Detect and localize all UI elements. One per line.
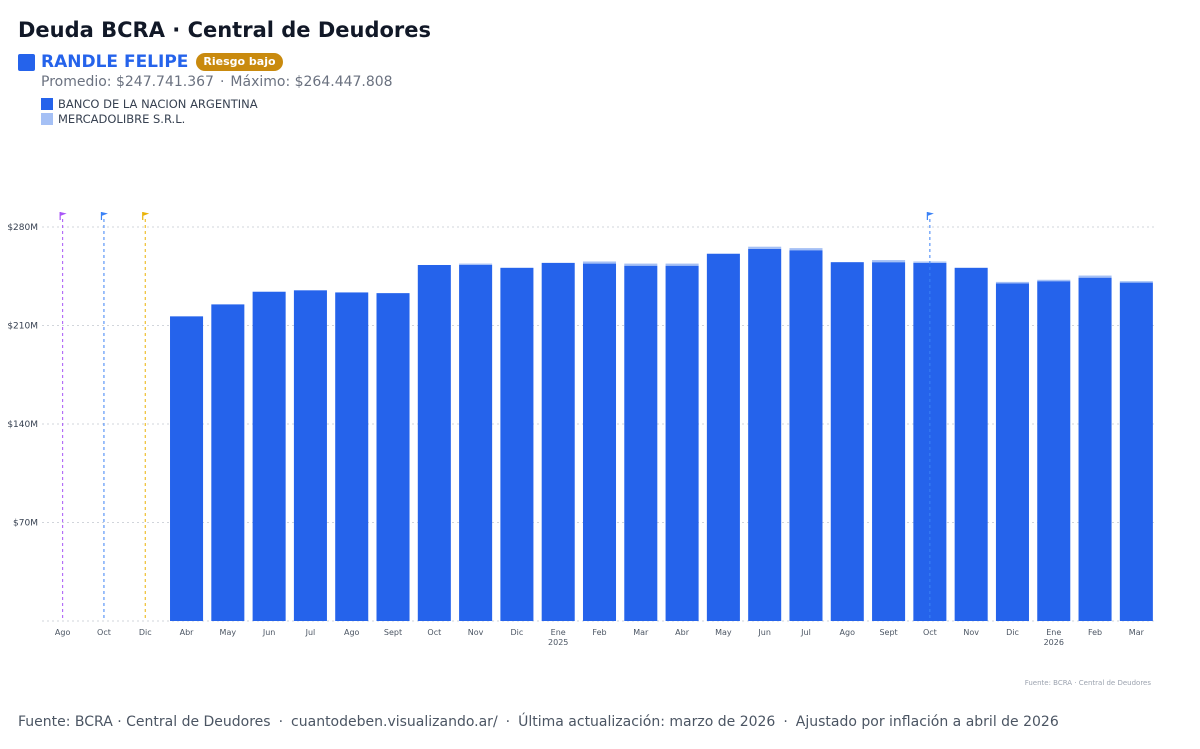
legend-label: MERCADOLIBRE S.R.L.	[58, 111, 186, 126]
flag-icon	[142, 212, 150, 216]
bar-segment	[541, 262, 575, 621]
x-tick-label: Oct	[427, 628, 441, 637]
y-tick-label: $280M	[7, 223, 38, 233]
footer-site-link[interactable]: cuantodeben.visualizando.ar/	[291, 714, 498, 730]
page-title: Deuda BCRA · Central de Deudores	[18, 18, 432, 42]
x-tick-label: Ago	[344, 628, 360, 637]
entity-color-swatch	[18, 53, 35, 71]
bar-segment	[170, 316, 204, 621]
legend-swatch	[41, 97, 53, 110]
stat-separator: ·	[219, 74, 225, 90]
x-tick-label: Jun	[262, 628, 276, 637]
chart-source-note: Fuente: BCRA · Central de Deudores	[1025, 679, 1152, 687]
bar-segment	[211, 304, 245, 621]
footer-updated: Última actualización: marzo de 2026	[518, 714, 776, 730]
footer-adjusted: Ajustado por inflación a abril de 2026	[795, 714, 1059, 730]
bar-segment	[872, 262, 906, 621]
x-tick-label: Dic	[139, 628, 152, 637]
y-tick-label: $210M	[7, 322, 38, 332]
bar-segment	[1037, 279, 1071, 282]
x-tick-label: Abr	[180, 628, 195, 637]
footer-separator: ·	[278, 714, 284, 730]
bar-segment	[293, 290, 327, 621]
x-tick-label: Mar	[633, 628, 649, 637]
average-stat: Promedio: $247.741.367	[41, 74, 214, 90]
page-footer: Fuente: BCRA · Central de Deudores · cuant…	[18, 714, 1059, 730]
x-tick-label: Ago	[55, 628, 71, 637]
x-tick-label: Oct	[97, 628, 111, 637]
x-tick-label: Abr	[675, 628, 690, 637]
bar-segment	[376, 293, 410, 621]
y-tick-label: $70M	[13, 519, 38, 529]
x-tick-label: Feb	[1088, 628, 1102, 637]
bar-segment	[417, 264, 451, 621]
x-tick-label: Jul	[800, 628, 811, 637]
bar-segment	[789, 248, 823, 251]
bar-segment	[995, 283, 1029, 621]
x-tick-label: Feb	[592, 628, 606, 637]
bar-segment	[335, 292, 369, 621]
bar-segment	[789, 250, 823, 622]
bar-segment	[665, 265, 699, 621]
x-tick-label: Sept	[384, 628, 402, 637]
entity-name: RANDLE FELIPE	[41, 52, 189, 72]
x-tick-label: Nov	[468, 628, 484, 637]
chart-legend: BANCO DE LA NACION ARGENTINA MERCADOLIBRE…	[41, 96, 258, 126]
x-tick-label: May	[715, 628, 732, 637]
x-tick-label: Ago	[840, 628, 856, 637]
flag-icon	[927, 212, 934, 216]
bar-segment	[624, 265, 658, 621]
bar-segment	[830, 262, 864, 621]
bar-segment	[500, 267, 534, 621]
x-tick-label: Mar	[1129, 628, 1145, 637]
bar-segment	[995, 281, 1029, 284]
x-tick-year: 2026	[1044, 638, 1064, 647]
flag-icon	[101, 212, 108, 216]
legend-label: BANCO DE LA NACION ARGENTINA	[58, 96, 258, 111]
x-tick-label: Jul	[305, 628, 316, 637]
bar-segment	[665, 263, 699, 266]
x-tick-label: Ene	[551, 628, 566, 637]
bar-segment	[459, 264, 493, 621]
x-tick-label: Sept	[879, 628, 897, 637]
x-tick-label: Oct	[923, 628, 937, 637]
bar-segment	[582, 261, 617, 264]
bar-segment	[872, 260, 906, 263]
x-tick-label: Jun	[757, 628, 771, 637]
bar-segment	[1078, 275, 1112, 278]
entity-header: RANDLE FELIPE Riesgo bajo	[18, 51, 283, 73]
x-tick-label: May	[220, 628, 237, 637]
bar-segment	[748, 246, 782, 249]
bar-segment	[1119, 281, 1153, 283]
max-stat: Máximo: $264.447.808	[230, 74, 393, 90]
footer-separator: ·	[505, 714, 511, 730]
bar-segment	[582, 263, 617, 621]
x-tick-label: Ene	[1046, 628, 1061, 637]
footer-source: Fuente: BCRA · Central de Deudores	[18, 714, 271, 730]
legend-swatch	[41, 112, 53, 125]
debt-stats: Promedio: $247.741.367 · Máximo: $264.447.…	[41, 74, 393, 90]
bar-segment	[1119, 282, 1153, 621]
bar-segment	[954, 267, 988, 621]
legend-item[interactable]: BANCO DE LA NACION ARGENTINA	[41, 96, 258, 111]
x-tick-year: 2025	[548, 638, 568, 647]
bar-segment	[459, 263, 493, 265]
flag-icon	[60, 212, 67, 216]
x-tick-label: Dic	[511, 628, 524, 637]
legend-item[interactable]: MERCADOLIBRE S.R.L.	[41, 111, 258, 126]
bar-segment	[1078, 277, 1112, 621]
bar-segment	[748, 248, 782, 621]
bar-segment	[706, 253, 740, 621]
risk-badge: Riesgo bajo	[196, 53, 283, 71]
footer-separator: ·	[783, 714, 788, 730]
bar-segment	[1037, 281, 1071, 621]
x-tick-label: Nov	[963, 628, 979, 637]
y-tick-label: $140M	[7, 420, 38, 430]
bar-segment	[624, 263, 658, 266]
debt-bar-chart: $70M $140M $210M $280M Ago Oct Dic Abr May Jun Jul…	[7, 212, 1157, 687]
bar-segment	[252, 291, 286, 621]
x-tick-label: Dic	[1006, 628, 1019, 637]
